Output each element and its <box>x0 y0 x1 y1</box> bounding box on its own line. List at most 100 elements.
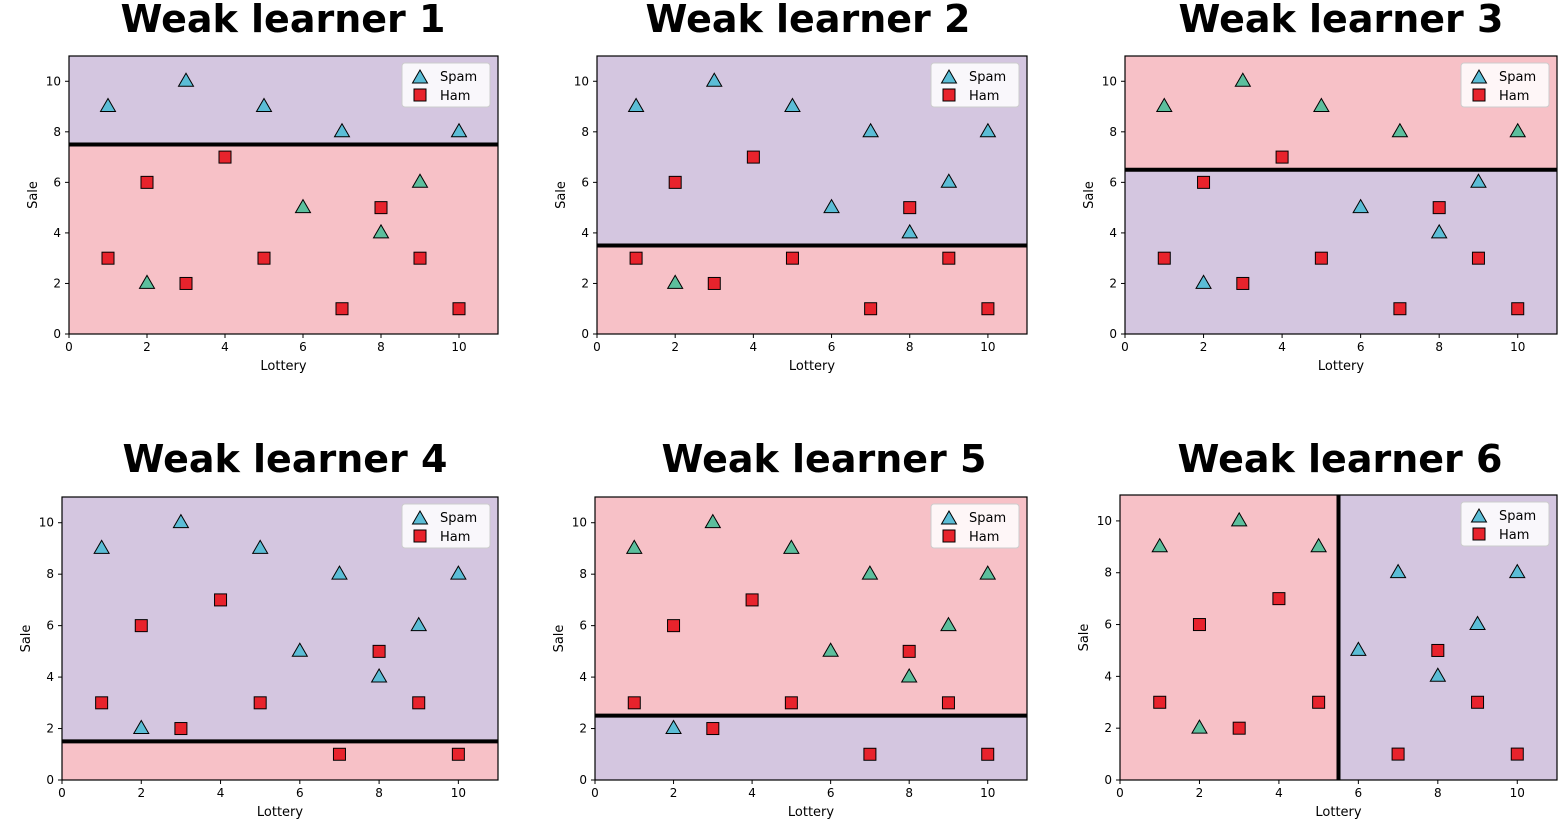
legend-spam-marker <box>1470 507 1488 523</box>
spam-point <box>784 97 801 112</box>
x-tick-label: 6 <box>296 786 304 800</box>
x-tick-label: 10 <box>451 786 466 800</box>
spam-point <box>627 97 645 112</box>
x-axis-label: Lottery <box>1318 359 1365 374</box>
legend-ham-label: Ham <box>440 89 470 104</box>
y-tick-label: 2 <box>53 276 61 290</box>
spam-point <box>940 173 958 188</box>
ham-point <box>1511 302 1525 316</box>
y-tick-label: 4 <box>579 670 587 684</box>
x-tick-label: 6 <box>1355 786 1363 800</box>
spam-point <box>291 642 309 657</box>
spam-point <box>138 274 156 289</box>
y-axis-label: Sale <box>26 181 41 209</box>
ham-point <box>1275 150 1289 164</box>
y-tick-label: 0 <box>1109 327 1117 341</box>
spam-point <box>93 539 111 554</box>
legend-spam-label: Spam <box>440 70 477 85</box>
legend-spam-marker <box>1470 68 1488 84</box>
y-tick-label: 0 <box>579 773 587 787</box>
spam-point <box>255 97 273 112</box>
x-tick-label: 10 <box>980 340 995 354</box>
spam-point <box>665 719 682 734</box>
ham-point <box>668 175 682 189</box>
x-tick-label: 2 <box>143 340 151 354</box>
x-tick-label: 6 <box>299 340 307 354</box>
spam-point <box>410 616 428 632</box>
ham-point <box>1192 618 1206 632</box>
spam-point <box>251 539 269 554</box>
spam-point <box>172 513 190 529</box>
ham-point <box>1153 695 1167 709</box>
x-tick-label: 8 <box>1435 340 1443 354</box>
region-ham <box>597 245 1027 334</box>
x-axis-label: Lottery <box>260 359 307 374</box>
x-tick-label: 2 <box>137 786 145 800</box>
ham-point <box>1391 747 1405 761</box>
x-tick-label: 2 <box>671 340 679 354</box>
y-tick-label: 4 <box>581 226 589 240</box>
spam-point <box>900 668 918 683</box>
y-axis-label: Sale <box>1082 181 1097 209</box>
panel-title: Weak learner 6 <box>1178 437 1503 481</box>
legend-ham-marker <box>1472 88 1486 102</box>
x-tick-label: 10 <box>451 340 466 354</box>
ham-point <box>981 302 995 316</box>
y-tick-label: 0 <box>1104 773 1112 787</box>
ham-point <box>1431 643 1445 657</box>
y-tick-label: 0 <box>53 327 61 341</box>
spam-point <box>1389 563 1407 579</box>
spam-point <box>411 173 429 188</box>
spam-point <box>370 668 388 683</box>
ham-point <box>706 722 720 736</box>
chart-panel-2: Weak learner 2 0 2 4 6 8 10 0 2 4 6 8 10 Lottery Sale S… <box>554 0 1028 374</box>
region-ham <box>62 741 498 780</box>
y-tick-label: 8 <box>1104 566 1112 580</box>
legend-spam-label: Spam <box>969 511 1006 526</box>
y-tick-label: 6 <box>1109 175 1117 189</box>
plot-frame <box>596 55 1028 335</box>
ham-point <box>1272 592 1286 606</box>
x-tick-label: 8 <box>1434 786 1442 800</box>
x-tick-label: 6 <box>827 786 835 800</box>
y-tick-label: 6 <box>46 619 54 633</box>
spam-point <box>450 122 468 138</box>
ham-point <box>413 251 427 265</box>
spam-point <box>372 223 390 239</box>
spam-point <box>1349 641 1367 656</box>
x-tick-label: 8 <box>375 786 383 800</box>
ham-point <box>746 150 760 164</box>
ham-point <box>863 747 877 761</box>
plot-frame <box>61 496 499 781</box>
chart-panel-3: Weak learner 3 0 2 4 6 8 10 0 2 4 6 8 10 Lottery Sale S… <box>1082 0 1558 374</box>
y-tick-label: 10 <box>1102 74 1117 88</box>
ham-point <box>218 150 232 164</box>
y-tick-label: 10 <box>572 516 587 530</box>
ham-point <box>1510 747 1524 761</box>
ham-point <box>1471 695 1485 709</box>
ham-point <box>1393 302 1407 316</box>
x-tick-label: 4 <box>1278 340 1286 354</box>
x-axis-label: Lottery <box>788 805 835 820</box>
chart-panel-4: Weak learner 4 0 2 4 6 8 10 0 2 4 6 8 10 Lottery Sale S… <box>19 437 499 820</box>
legend-ham-marker <box>413 88 427 102</box>
ham-point <box>134 619 148 633</box>
spam-point <box>823 198 840 214</box>
y-tick-label: 4 <box>53 226 61 240</box>
panel-title: Weak learner 2 <box>646 0 971 41</box>
ham-point <box>784 696 798 710</box>
spam-point <box>861 565 879 580</box>
y-tick-label: 4 <box>1104 669 1112 683</box>
y-tick-label: 10 <box>46 74 61 88</box>
ham-point <box>174 722 188 736</box>
x-tick-label: 4 <box>750 340 758 354</box>
y-axis-label: Sale <box>19 625 34 653</box>
y-tick-label: 2 <box>46 722 54 736</box>
y-tick-label: 10 <box>1097 514 1112 528</box>
ham-point <box>1236 276 1250 290</box>
spam-point <box>705 72 723 87</box>
legend-spam-marker <box>411 509 429 525</box>
x-tick-label: 6 <box>1357 340 1365 354</box>
spam-point <box>979 122 997 138</box>
ham-point <box>667 619 681 633</box>
